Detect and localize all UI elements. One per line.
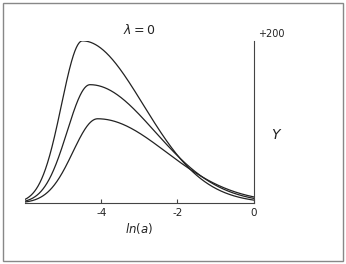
Text: $\mathit{Y}$: $\mathit{Y}$ bbox=[271, 128, 282, 142]
Text: +200: +200 bbox=[258, 29, 284, 39]
X-axis label: $\mathit{ln}(a)$: $\mathit{ln}(a)$ bbox=[125, 221, 154, 236]
Title: $\lambda = 0$: $\lambda = 0$ bbox=[123, 23, 156, 37]
